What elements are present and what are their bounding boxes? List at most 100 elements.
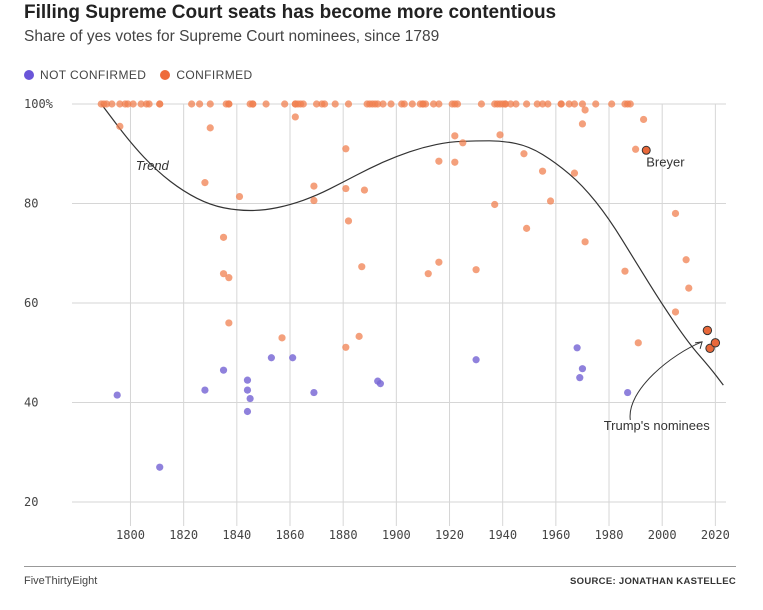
- confirmed-point: [626, 100, 634, 108]
- confirmed-point: [196, 100, 204, 108]
- x-tick-label: 2020: [701, 528, 730, 542]
- annotation-label: Trend: [136, 158, 170, 173]
- not-confirmed-point: [113, 391, 121, 399]
- x-tick-label: 1940: [488, 528, 517, 542]
- confirmed-point: [592, 100, 600, 108]
- confirmed-point: [491, 200, 499, 209]
- confirmed-point: [188, 100, 196, 108]
- confirmed-point: [320, 100, 329, 108]
- x-tick-label: 1820: [169, 528, 198, 542]
- confirmed-point: [201, 179, 209, 187]
- trend-line: [100, 103, 724, 386]
- footer-source: SOURCE: JONATHAN KASTELLEC: [570, 576, 736, 587]
- confirmed-point: [501, 100, 509, 108]
- not-confirmed-point: [472, 356, 480, 364]
- confirmed-point: [235, 192, 244, 201]
- not-confirmed-point: [201, 386, 209, 394]
- x-tick-label: 1920: [435, 528, 464, 542]
- confirmed-point: [523, 224, 531, 232]
- confirmed-point: [671, 308, 680, 316]
- footer-brand: FiveThirtyEight: [24, 575, 98, 587]
- confirmed-point: [219, 270, 228, 278]
- chart-legend: NOT CONFIRMED CONFIRMED: [24, 68, 267, 82]
- confirmed-point: [581, 238, 589, 246]
- trump-nominee-point: [710, 338, 721, 348]
- not-confirmed-point: [576, 374, 584, 382]
- confirmed-point: [156, 100, 164, 108]
- confirmed-point: [206, 100, 214, 108]
- confirmed-point: [496, 131, 504, 139]
- confirmed-point: [278, 334, 286, 342]
- confirmed-point: [533, 100, 541, 108]
- confirmed-point: [116, 122, 124, 130]
- confirmed-point: [632, 145, 640, 153]
- x-tick-label: 1860: [276, 528, 305, 542]
- confirmed-point: [108, 100, 116, 108]
- confirmed-point: [634, 339, 642, 347]
- not-confirmed-point: [243, 376, 252, 384]
- confirmed-point: [310, 196, 318, 205]
- confirmed-point: [671, 209, 680, 218]
- confirmed-point: [331, 100, 339, 108]
- chart-subtitle: Share of yes votes for Supreme Court nom…: [24, 28, 440, 45]
- legend-label-not-confirmed: NOT CONFIRMED: [40, 68, 147, 82]
- not-confirmed-point: [156, 463, 164, 471]
- confirmed-point: [249, 100, 257, 108]
- confirmed-point: [344, 100, 353, 108]
- not-confirmed-point: [267, 354, 275, 362]
- confirmed-point: [219, 233, 228, 241]
- x-tick-label: 1840: [222, 528, 251, 542]
- y-tick-label: 60: [24, 296, 38, 310]
- confirmed-point: [379, 100, 387, 108]
- confirmed-point: [424, 270, 432, 278]
- confirmed-point: [570, 100, 579, 108]
- annotation-label: Trump's nominees: [604, 418, 711, 433]
- arrowhead-icon: [695, 341, 703, 349]
- confirmed-point: [124, 100, 132, 108]
- confirmed-point: [451, 158, 459, 166]
- confirmed-point: [145, 100, 153, 108]
- not-confirmed-point: [578, 365, 587, 373]
- confirmed-point: [355, 332, 363, 340]
- confirmed-point: [546, 197, 555, 205]
- points-layer: [97, 100, 721, 471]
- confirmed-point: [557, 100, 565, 108]
- confirmed-point: [262, 100, 270, 108]
- not-confirmed-point: [243, 386, 252, 394]
- confirmed-point: [291, 113, 299, 121]
- confirmed-point: [342, 343, 350, 351]
- footer-divider: [24, 566, 736, 567]
- legend-confirmed: CONFIRMED: [160, 68, 252, 82]
- confirmed-point: [565, 100, 573, 108]
- confirmed-point: [608, 100, 616, 108]
- x-tick-label: 2000: [648, 528, 677, 542]
- confirmed-point: [225, 100, 233, 108]
- confirmed-point: [387, 100, 395, 108]
- confirmed-point: [358, 263, 366, 271]
- not-confirmed-point: [310, 388, 318, 397]
- confirmed-point: [538, 167, 547, 175]
- annotation-arrow: [629, 341, 703, 421]
- confirmed-point: [512, 100, 520, 108]
- confirmed-point: [507, 100, 515, 108]
- confirmed-point: [472, 266, 480, 274]
- x-tick-label: 1900: [382, 528, 411, 542]
- confirmed-point: [225, 319, 233, 327]
- confirmed-point: [435, 157, 443, 165]
- confirmed-point: [435, 100, 443, 108]
- confirmed-point: [342, 145, 350, 153]
- grid: [72, 103, 726, 526]
- legend-not-confirmed: NOT CONFIRMED: [24, 68, 146, 82]
- confirmed-point: [581, 106, 589, 114]
- not-confirmed-point: [243, 407, 252, 416]
- legend-label-confirmed: CONFIRMED: [176, 68, 253, 82]
- legend-dot-confirmed: [160, 70, 171, 80]
- confirmed-point: [523, 100, 531, 108]
- annotations-layer: Trend Breyer Trump's nominees: [136, 155, 710, 433]
- confirmed-point: [310, 182, 318, 190]
- y-tick-label: 20: [24, 495, 38, 509]
- not-confirmed-point: [219, 366, 228, 374]
- x-tick-label: 1880: [329, 528, 358, 542]
- chart-title: Filling Supreme Court seats has become m…: [24, 2, 557, 23]
